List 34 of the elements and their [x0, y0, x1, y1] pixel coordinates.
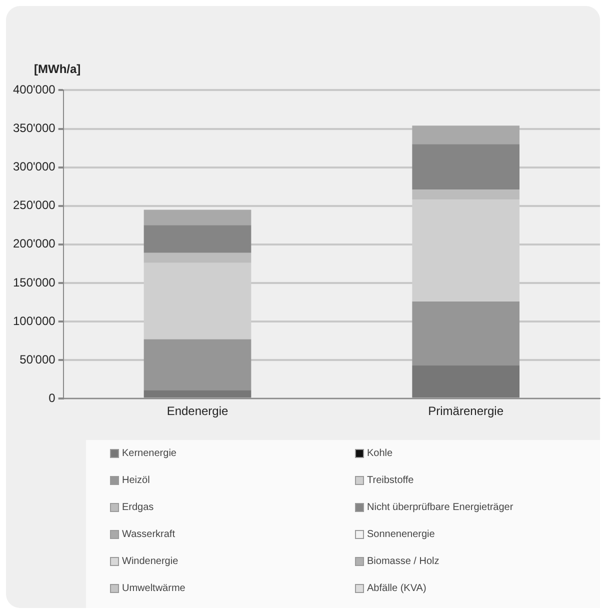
legend-label: Kohle — [366, 448, 394, 461]
legend-label: Wasserkraft — [121, 529, 176, 542]
x-tick-label: Endenergie — [166, 404, 229, 418]
bar — [144, 390, 252, 398]
bar — [144, 339, 252, 390]
legend-label: Abfälle (KVA) — [366, 583, 428, 596]
y-tick-label: 200'000 — [12, 236, 56, 251]
y-tick-label: 350'000 — [12, 121, 56, 136]
bar — [412, 301, 520, 366]
legend-label: Erdgas — [121, 502, 155, 515]
bar — [144, 210, 252, 226]
y-tick-label: 0 — [48, 390, 56, 405]
legend-label: Treibstoffe — [366, 475, 415, 488]
bar — [412, 144, 520, 190]
y-tick-label: 300'000 — [12, 160, 56, 174]
bar — [144, 225, 252, 253]
legend-label: Umweltwärme — [121, 583, 186, 596]
x-tick-label: Primärenergie — [428, 404, 504, 418]
bar — [144, 252, 252, 263]
legend-label: Windenergie — [121, 556, 180, 569]
legend-label: Heizöl — [121, 475, 151, 488]
bar — [412, 190, 520, 200]
bar — [412, 126, 520, 144]
y-tick-label: 50'000 — [20, 352, 56, 366]
y-tick-label: 150'000 — [12, 275, 56, 290]
y-axis-title: [MWh/a] — [34, 62, 81, 76]
y-tick-label: 400'000 — [12, 82, 56, 97]
legend-label: Kernenergie — [121, 448, 178, 461]
y-tick-label: 100'000 — [12, 314, 56, 328]
legend-label: Biomasse / Holz — [366, 556, 440, 569]
legend-label: Sonnenenergie — [366, 529, 436, 542]
legend-label: Nicht überprüfbare Energieträger — [366, 502, 514, 515]
y-tick-label: 250'000 — [12, 198, 56, 212]
bar — [412, 365, 520, 398]
